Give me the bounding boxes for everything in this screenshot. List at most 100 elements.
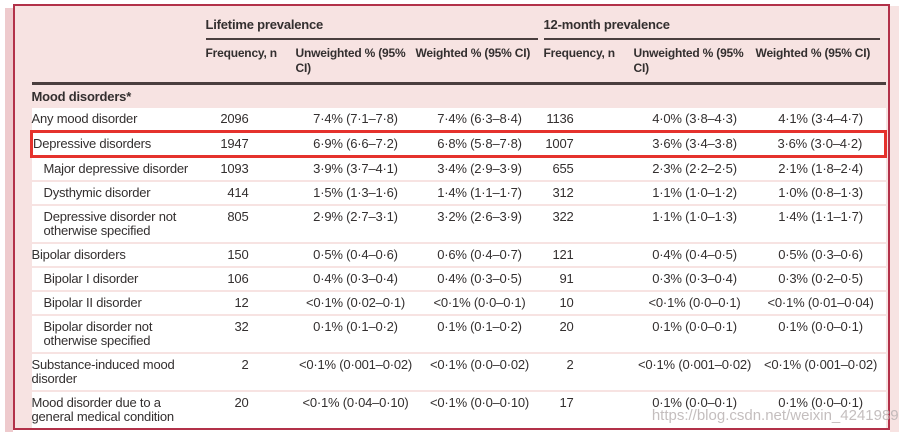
data-cell: 312 [543,181,634,206]
data-cell: 6·8% (5·8–7·8) [415,130,544,158]
data-cell: 20 [205,391,296,428]
data-cell: 2 [205,353,296,392]
data-cell: 32 [205,315,296,354]
row-label: Major depressive disorder [31,156,206,182]
column-header-frequency-lifetime: Frequency, n [205,40,296,85]
data-cell: 0·1% (0·0–0·1) [755,315,886,354]
data-cell: 7·4% (6·3–8·4) [415,108,544,133]
column-header-unweighted-12month: Unweighted % (95% CI) [633,40,756,85]
row-label: Mood disorder due to a general medical c… [31,391,206,428]
data-cell: <0·1% (0·0–0·1) [415,291,544,316]
data-cell: 805 [205,205,296,244]
data-cell: 3·2% (2·6–3·9) [415,205,544,244]
data-cell: 2 [543,353,634,392]
data-cell: <0·1% (0·04–0·10) [295,391,416,428]
data-cell: 106 [205,267,296,292]
data-cell: 1·0% (0·8–1·3) [755,181,886,206]
data-cell: 1·4% (1·1–1·7) [755,205,886,244]
table-row: Any mood disorder 2096 7·4% (7·1–7·8) 7·4% … [31,108,886,133]
data-cell: 0·5% (0·3–0·6) [755,243,886,268]
data-cell: 3·6% (3·0–4·2) [755,130,888,158]
data-cell: 6·9% (6·6–7·2) [295,130,416,158]
row-label: Bipolar disorders [31,243,206,268]
table-row: Bipolar I disorder 106 0·4% (0·3–0·4) 0·4% … [31,267,886,292]
data-cell: 1·5% (1·3–1·6) [295,181,416,206]
data-cell: <0·1% (0·001–0·02) [755,353,886,392]
data-cell: 1·1% (1·0–1·2) [633,181,756,206]
data-cell: 0·1% (0·1–0·2) [295,315,416,354]
prevalence-table-figure: Lifetime prevalence 12-month prevalence … [13,4,890,430]
data-cell: 1136 [543,108,634,133]
data-cell: 0·4% (0·3–0·5) [415,267,544,292]
table-row: Major depressive disorder 1093 3·9% (3·7–4… [31,156,886,182]
prevalence-table: Lifetime prevalence 12-month prevalence … [30,12,888,428]
data-cell: <0·1% (0·0–0·10) [415,391,544,428]
data-cell: 17 [543,391,634,428]
column-header-weighted-12month: Weighted % (95% CI) [755,40,886,85]
data-cell: 4·0% (3·8–4·3) [633,108,756,133]
left-page-stripe [5,8,13,432]
table-row: Bipolar II disorder 12 <0·1% (0·02–0·1) <0·… [31,291,886,316]
data-cell: 2096 [205,108,296,133]
data-cell: 655 [543,156,634,182]
group-header-row: Lifetime prevalence 12-month prevalence [32,12,886,40]
table-row: Mood disorder due to a general medical c… [31,391,886,428]
data-cell: 0·3% (0·2–0·5) [755,267,886,292]
row-label: Dysthymic disorder [31,181,206,206]
data-cell: <0·1% (0·001–0·02) [295,353,416,392]
data-cell: 0·1% (0·0–0·1) [633,391,756,428]
data-cell: 3·6% (3·4–3·8) [633,130,756,158]
data-cell: 20 [543,315,634,354]
data-cell: 0·1% (0·0–0·1) [633,315,756,354]
data-cell: 1093 [205,156,296,182]
data-cell: 2·3% (2·2–2·5) [633,156,756,182]
table-body: Mood disorders* Any mood disorder 2096 7·4%… [30,83,888,428]
data-cell: 10 [543,291,634,316]
group-header-lifetime: Lifetime prevalence [205,12,538,40]
data-cell: 3·4% (2·9–3·9) [415,156,544,182]
data-cell: 3·9% (3·7–4·1) [295,156,416,182]
column-header-weighted-lifetime: Weighted % (95% CI) [415,40,544,85]
table-row: Depressive disorders 1947 6·9% (6·6–7·2) 6·… [30,130,888,158]
row-label: Bipolar II disorder [31,291,206,316]
data-cell: 1·4% (1·1–1·7) [415,181,544,206]
data-cell: 121 [543,243,634,268]
table-row: Bipolar disorder not otherwise specified… [31,315,886,354]
table-row: Depressive disorder not otherwise specif… [31,205,886,244]
data-cell: <0·1% (0·0–0·1) [633,291,756,316]
data-cell: 150 [205,243,296,268]
table-row: Substance-induced mood disorder 2 <0·1% (0… [31,353,886,392]
data-cell: 2·1% (1·8–2·4) [755,156,886,182]
data-cell: <0·1% (0·01–0·04) [755,291,886,316]
data-cell: 414 [205,181,296,206]
data-cell: 12 [205,291,296,316]
data-cell: 0·5% (0·4–0·6) [295,243,416,268]
data-cell: 0·1% (0·0–0·1) [755,391,886,428]
data-cell: 1·1% (1·0–1·3) [633,205,756,244]
row-label: Depressive disorders [30,130,206,158]
data-cell: 0·3% (0·3–0·4) [633,267,756,292]
data-cell: 4·1% (3·4–4·7) [755,108,886,133]
data-cell: 2·9% (2·7–3·1) [295,205,416,244]
row-label: Bipolar I disorder [31,267,206,292]
watermark-url: https://blog.csdn.net/weixin_42419898 [651,407,899,424]
data-cell: <0·1% (0·02–0·1) [295,291,416,316]
section-header-row: Mood disorders* [31,83,886,108]
data-cell: <0·1% (0·001–0·02) [633,353,756,392]
data-cell: 91 [543,267,634,292]
data-cell: 1947 [205,130,296,158]
group-header-12month: 12-month prevalence [543,12,880,40]
data-cell: 0·6% (0·4–0·7) [415,243,544,268]
row-label: Bipolar disorder not otherwise specified [31,315,206,354]
data-cell: 0·4% (0·4–0·5) [633,243,756,268]
data-cell: 0·4% (0·3–0·4) [295,267,416,292]
column-header-unweighted-lifetime: Unweighted % (95% CI) [295,40,416,85]
row-label: Depressive disorder not otherwise specif… [31,205,206,244]
row-label: Any mood disorder [31,108,206,133]
data-cell: 1007 [543,130,634,158]
corner-cell [32,12,206,40]
data-cell: 7·4% (7·1–7·8) [295,108,416,133]
column-header-row: Frequency, n Unweighted % (95% CI) Weigh… [31,40,886,85]
table-row: Bipolar disorders 150 0·5% (0·4–0·6) 0·6% (… [31,243,886,268]
